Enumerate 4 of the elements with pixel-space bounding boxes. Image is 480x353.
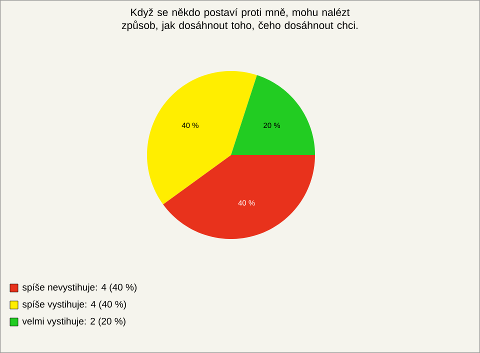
chart-title: Když se někdo postaví proti mně, mohu nalézt způsob, jak dosáhnout toho, čeho dosáhnout chci.: [122, 8, 358, 32]
legend-label: velmi vystihuje: 2 (20 %): [22, 318, 126, 326]
legend-label: spíše vystihuje: 4 (40 %): [22, 300, 126, 310]
legend-label: spíše nevystihuje: 4 (40 %): [22, 284, 137, 292]
